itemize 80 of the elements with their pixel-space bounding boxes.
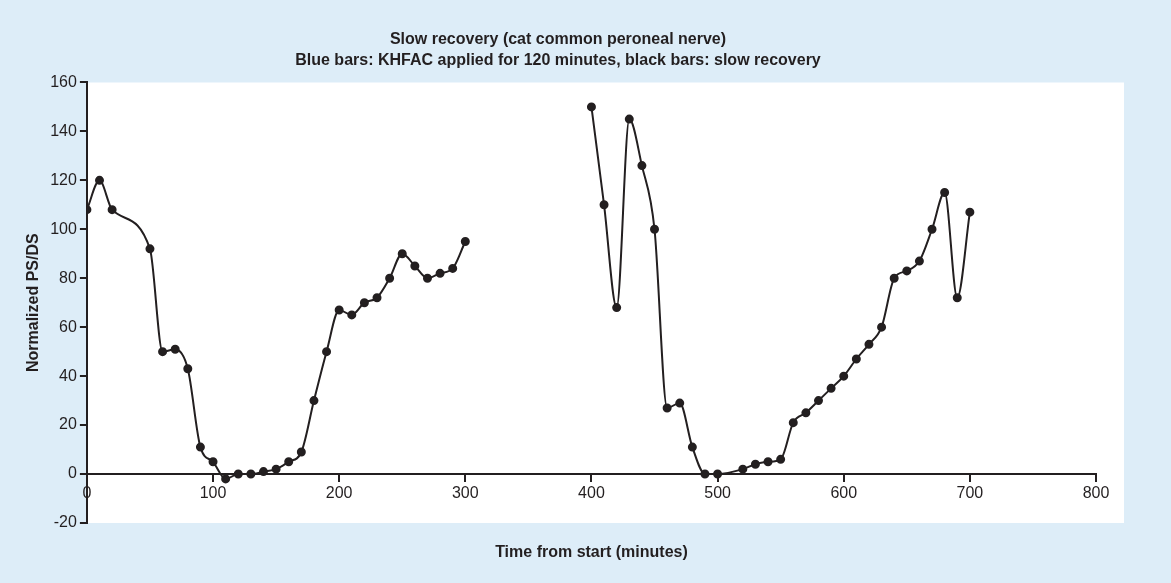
point xyxy=(940,188,950,198)
point xyxy=(246,469,256,479)
point xyxy=(675,398,685,408)
point xyxy=(952,293,962,303)
point xyxy=(700,469,710,479)
chart-title: Slow recovery (cat common peroneal nerve) xyxy=(389,30,727,48)
point xyxy=(460,237,470,247)
point xyxy=(788,418,798,428)
point xyxy=(776,454,786,464)
chart-subtitle: Blue bars: KHFAC applied for 120 minutes, black bars: slow recovery xyxy=(295,51,821,69)
x-tick-label: 700 xyxy=(956,484,984,502)
y-tick-label: 140 xyxy=(50,121,77,139)
point xyxy=(662,403,672,413)
point xyxy=(385,273,395,283)
point xyxy=(208,457,218,467)
y-tick-label: 120 xyxy=(50,170,77,188)
point xyxy=(801,408,811,418)
point xyxy=(448,263,458,273)
point xyxy=(233,469,243,479)
point xyxy=(372,293,382,303)
point xyxy=(221,474,231,484)
y-tick-label: 40 xyxy=(59,366,77,384)
x-tick-label: 400 xyxy=(578,484,605,502)
point xyxy=(624,114,634,124)
point xyxy=(814,396,823,406)
point xyxy=(927,224,937,234)
point xyxy=(889,273,899,283)
point xyxy=(158,347,168,357)
x-tick-label: 800 xyxy=(1082,484,1110,502)
point xyxy=(902,266,912,276)
point xyxy=(914,256,924,266)
point xyxy=(271,464,281,474)
point xyxy=(687,442,697,452)
point xyxy=(258,467,268,477)
y-tick-label: 80 xyxy=(59,268,77,286)
point xyxy=(586,102,596,112)
point xyxy=(359,298,369,308)
point xyxy=(107,205,117,215)
point xyxy=(334,305,344,315)
point xyxy=(612,303,622,313)
point xyxy=(322,347,332,357)
point xyxy=(965,207,975,217)
y-axis-title: Normalized PS/DS xyxy=(24,233,42,373)
y-tick-label: 0 xyxy=(67,464,77,482)
point xyxy=(713,469,723,479)
point xyxy=(599,200,609,210)
x-axis-title: Time from start (minutes) xyxy=(495,543,688,561)
y-tick-label: 100 xyxy=(50,219,77,237)
point xyxy=(195,442,205,452)
x-tick-label: 200 xyxy=(325,484,353,502)
x-tick-label: 300 xyxy=(451,484,479,502)
y-tick-label: -20 xyxy=(53,513,77,531)
point xyxy=(296,447,306,457)
point xyxy=(763,457,773,467)
x-tick-label: 600 xyxy=(830,484,858,502)
point xyxy=(650,224,660,234)
point xyxy=(877,322,887,332)
point xyxy=(397,249,407,259)
point xyxy=(309,396,319,406)
x-tick-label: 100 xyxy=(199,484,227,502)
y-tick-label: 20 xyxy=(59,415,77,433)
point xyxy=(422,273,432,283)
point xyxy=(284,457,294,467)
x-tick-label: 500 xyxy=(704,484,732,502)
point xyxy=(410,261,420,271)
y-tick-label: 60 xyxy=(59,317,77,335)
point xyxy=(851,354,861,364)
y-tick-label: 160 xyxy=(50,72,77,90)
point xyxy=(183,364,193,374)
point xyxy=(864,339,874,349)
point xyxy=(347,310,357,320)
point xyxy=(839,371,849,381)
point xyxy=(170,344,180,354)
point xyxy=(435,268,445,278)
point xyxy=(738,464,748,474)
point xyxy=(826,383,836,393)
point xyxy=(637,161,647,171)
point xyxy=(750,459,760,469)
point xyxy=(145,244,155,254)
point xyxy=(95,175,105,185)
